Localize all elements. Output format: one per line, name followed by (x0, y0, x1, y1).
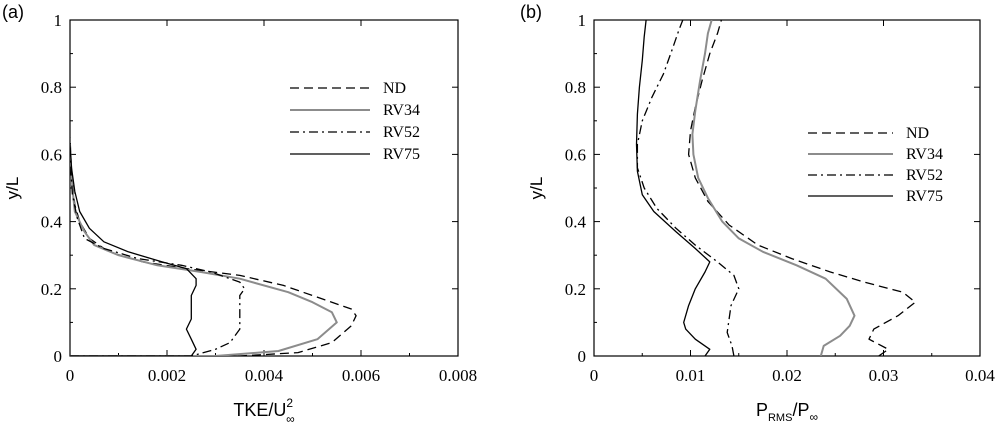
panel-b-ytick-label: 0.4 (565, 213, 587, 232)
panel-a-xtick-label: 0.004 (245, 366, 284, 385)
panel-b-ytick-label: 0.6 (565, 145, 586, 164)
panel-a-ylabel: y/L (3, 177, 22, 200)
panel-b-legend-label-nd: ND (906, 125, 929, 142)
panel-b-series-rv52 (636, 20, 740, 356)
panel-a-ytick-label: 0.6 (41, 145, 62, 164)
panel-b-ylabel: y/L (527, 177, 546, 200)
panel-a-label: (a) (2, 2, 24, 22)
panel-a-ytick-label: 0.2 (41, 280, 62, 299)
panel-a-plot-frame (69, 19, 459, 357)
panel-a-xtick-label: 0.006 (342, 366, 380, 385)
panel-a-ytick-label: 0.4 (41, 213, 63, 232)
panel-a-legend-label-rv75: RV75 (383, 146, 420, 163)
panel-a-legend-label-nd: ND (383, 80, 406, 97)
panel-a-ytick-label: 0 (54, 347, 63, 366)
panel-b-legend-label-rv34: RV34 (906, 146, 943, 163)
panel-b-series-nd (687, 20, 916, 356)
panel-b-series-rv75 (635, 20, 711, 356)
panel-a-xtick-label: 0.008 (439, 366, 477, 385)
panel-a-xtick-label: 0.002 (148, 366, 186, 385)
panel-a-ytick-label: 0.8 (41, 78, 62, 97)
panel-b-ytick-label: 1 (578, 11, 587, 30)
panel-b-ytick-label: 0 (578, 347, 587, 366)
panel-b-xtick-label: 0 (590, 366, 599, 385)
panel-b-legend-label-rv75: RV75 (906, 188, 943, 205)
panel-b-label: (b) (520, 2, 542, 22)
panel-a-ytick-label: 1 (54, 11, 63, 30)
panel-b-ytick-label: 0.2 (565, 280, 586, 299)
panel-b-xtick-label: 0.01 (676, 366, 706, 385)
panel-b-xtick-label: 0.03 (869, 366, 899, 385)
panel-a-xtick-label: 0 (66, 366, 75, 385)
panel-a-series-rv52 (70, 144, 246, 356)
panel-a-legend-label-rv52: RV52 (383, 124, 420, 141)
panel-a-xlabel: TKE/U2 ∞ (233, 396, 294, 424)
panel-b-legend-label-rv52: RV52 (906, 167, 943, 184)
panel-b-xlabel: PRMS/P∞ (756, 400, 818, 424)
panel-b-ytick-label: 0.8 (565, 78, 586, 97)
panel-b-xtick-label: 0.04 (965, 366, 995, 385)
panel-b-xtick-label: 0.02 (772, 366, 802, 385)
panel-a-legend-label-rv34: RV34 (383, 102, 420, 119)
panel-a-series-rv75 (70, 144, 197, 356)
panel-b-series-rv34 (691, 20, 856, 356)
panel-a-series-nd (70, 137, 357, 356)
